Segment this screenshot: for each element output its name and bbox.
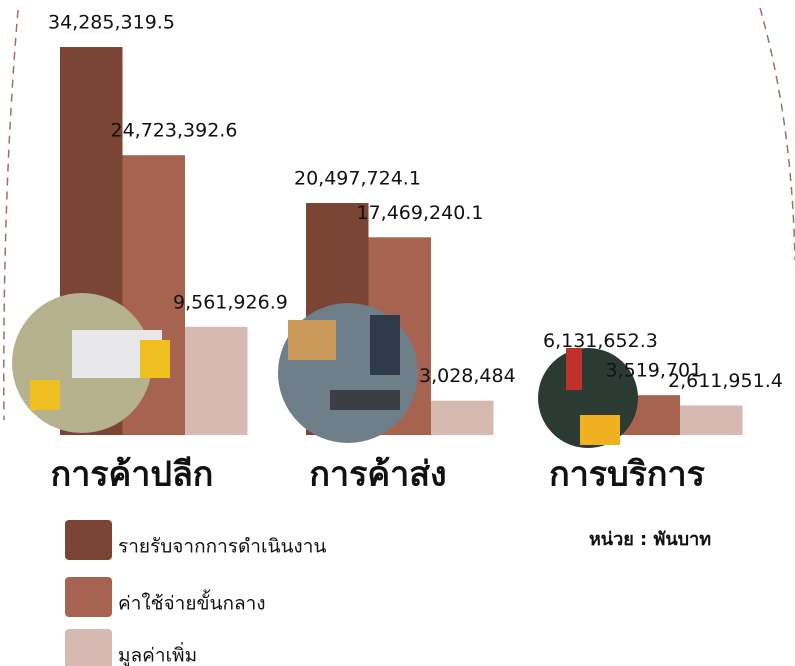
value-label: 20,497,724.1 <box>294 168 421 190</box>
category-label: การค้าส่ง <box>309 455 446 495</box>
bar <box>431 400 494 435</box>
illustrations <box>12 293 638 448</box>
bar <box>185 326 248 435</box>
bar <box>680 405 743 435</box>
illustration-fridge <box>370 315 400 375</box>
labels: 34,285,319.5 20,497,724.1 6,131,652.3 24,72… <box>48 12 783 666</box>
illustration-truck-cab <box>140 340 170 378</box>
illustration-banner <box>566 348 582 390</box>
category-label: การค้าปลีก <box>51 455 214 495</box>
illustration-counter <box>330 390 400 410</box>
value-label: 17,469,240.1 <box>357 202 484 224</box>
decor-border <box>759 7 795 261</box>
value-label: 3,519,701 <box>606 360 703 382</box>
illustration-machine <box>580 415 620 445</box>
illustration-forklift <box>30 380 60 410</box>
value-label: 34,285,319.5 <box>48 12 175 34</box>
illustration-produce <box>288 320 336 360</box>
legend-label: รายรับจากการดำเนินงาน <box>118 536 326 558</box>
value-label: 24,723,392.6 <box>111 120 238 142</box>
decor-border <box>3 9 19 421</box>
category-label: การบริการ <box>549 455 705 495</box>
legend-swatch <box>65 520 112 560</box>
legend-label: ค่าใช้จ่ายขั้นกลาง <box>118 590 266 615</box>
legend-label: มูลค่าเพิ่ม <box>118 642 197 666</box>
value-label: 6,131,652.3 <box>543 330 658 352</box>
legend-swatch <box>65 577 112 617</box>
value-label: 2,611,951.4 <box>668 370 783 392</box>
legend-swatch <box>65 629 112 666</box>
value-label: 9,561,926.9 <box>173 291 288 313</box>
value-label: 3,028,484 <box>419 365 516 387</box>
unit-note: หน่วย : พันบาท <box>589 529 711 550</box>
